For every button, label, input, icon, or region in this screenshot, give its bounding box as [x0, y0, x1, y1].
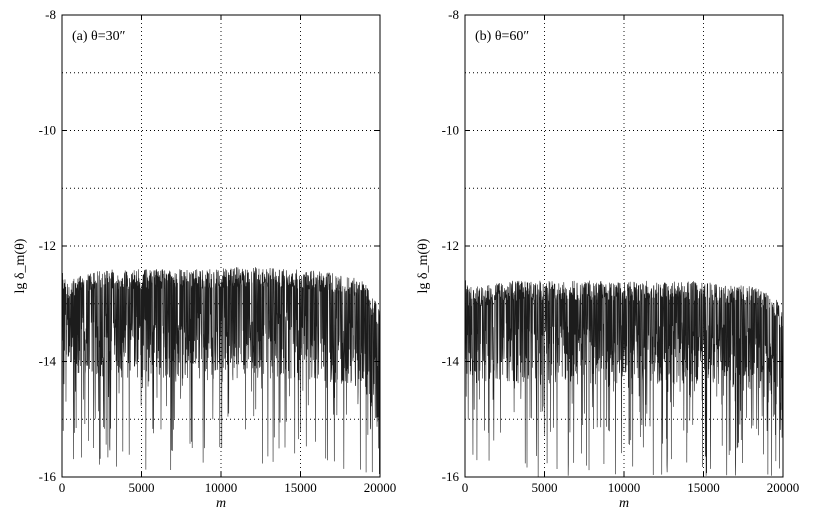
x-tick-label-b-4: 20000 [767, 480, 800, 495]
x-axis-label-b: m [619, 496, 629, 511]
y-axis-label-b: lg δ_m(θ) [416, 238, 431, 293]
y-axis-label-a: lg δ_m(θ) [13, 238, 28, 293]
y-tick-label-b-4: -8 [448, 7, 459, 22]
y-tick-label-a-2: -12 [39, 238, 56, 253]
panel-title-a: (a) θ=30″ [72, 29, 126, 44]
x-tick-label-a-1: 5000 [129, 480, 155, 495]
ticks-a: 0 5000 10000 15000 20000 -16 -14 -12 -10 -8 [39, 7, 397, 495]
panel-a: 0 5000 10000 15000 20000 -16 -14 -12 -10 -8 (a) θ… [13, 7, 396, 511]
x-axis-label-a: m [216, 496, 226, 511]
y-tick-label-b-0: -16 [442, 469, 460, 484]
x-tick-label-a-4: 20000 [364, 480, 397, 495]
y-tick-label-b-3: -10 [442, 123, 459, 138]
x-tick-label-a-3: 15000 [284, 480, 317, 495]
x-tick-label-a-2: 10000 [205, 480, 238, 495]
y-tick-label-a-3: -10 [39, 123, 56, 138]
ticks-b: 0 5000 10000 15000 20000 -16 -14 -12 -10 -8 [442, 7, 800, 495]
panel-title-b: (b) θ=60″ [475, 29, 529, 44]
y-tick-label-a-0: -16 [39, 469, 57, 484]
x-tick-label-b-2: 10000 [608, 480, 641, 495]
x-tick-label-b-1: 5000 [532, 480, 558, 495]
y-tick-label-a-4: -8 [45, 7, 56, 22]
y-tick-label-a-1: -14 [39, 354, 57, 369]
x-tick-label-b-3: 15000 [687, 480, 720, 495]
x-tick-label-a-0: 0 [59, 480, 66, 495]
panel-b: 0 5000 10000 15000 20000 -16 -14 -12 -10 -8 (b) θ… [416, 7, 799, 511]
y-tick-label-b-1: -14 [442, 354, 460, 369]
y-tick-label-b-2: -12 [442, 238, 459, 253]
x-tick-label-b-0: 0 [462, 480, 469, 495]
series-a-line [61, 257, 381, 475]
series-b-line [464, 279, 784, 477]
